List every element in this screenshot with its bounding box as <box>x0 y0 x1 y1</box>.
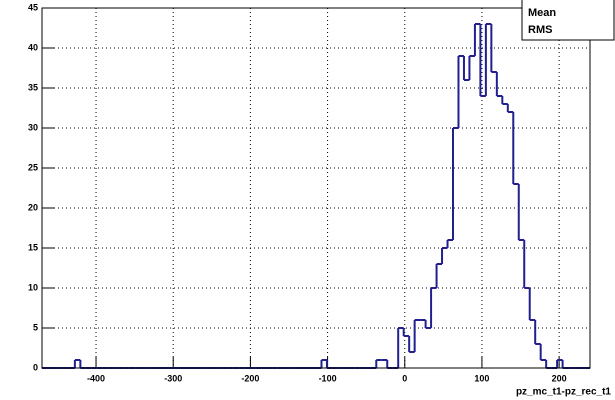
plot-area <box>42 7 590 369</box>
y-tick-label: 45 <box>28 2 38 12</box>
x-tick-label: -100 <box>319 373 337 383</box>
y-tick-label: 30 <box>28 122 38 132</box>
x-axis-label: pz_mc_t1-pz_rec_t1 <box>516 387 611 398</box>
x-tick-label: -400 <box>87 373 105 383</box>
y-tick-label: 20 <box>28 202 38 212</box>
y-tick-label: 25 <box>28 162 38 172</box>
x-tick-label: 200 <box>552 373 567 383</box>
y-tick-label: 40 <box>28 42 38 52</box>
y-tick-label: 10 <box>28 282 38 292</box>
y-tick-label: 35 <box>28 82 38 92</box>
x-tick-label: -300 <box>164 373 182 383</box>
stats-label: Mean <box>528 7 556 19</box>
stats-box <box>521 0 615 41</box>
frame <box>41 7 591 369</box>
x-tick-label: 100 <box>474 373 489 383</box>
y-tick-label: 5 <box>33 322 38 332</box>
x-tick-label: -200 <box>241 373 259 383</box>
x-tick-label: 0 <box>402 373 407 383</box>
stats-label: RMS <box>528 24 552 36</box>
y-tick-label: 0 <box>33 362 38 372</box>
y-tick-label: 15 <box>28 242 38 252</box>
